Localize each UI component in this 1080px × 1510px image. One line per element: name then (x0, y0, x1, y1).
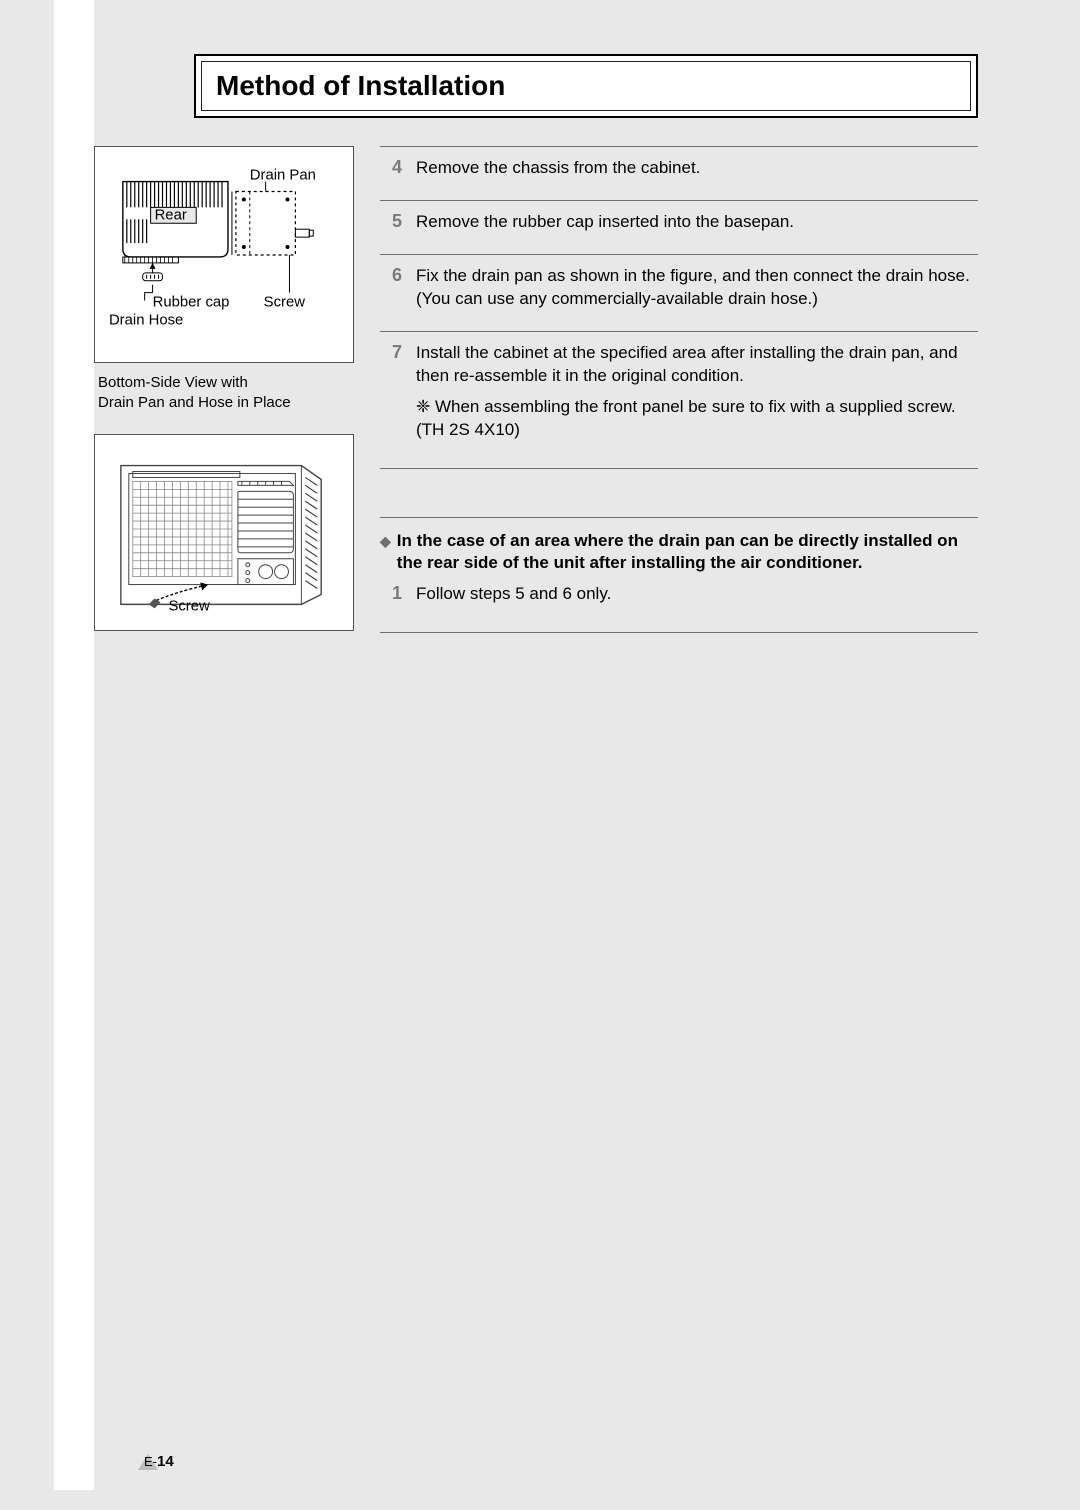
step-6: 6 Fix the drain pan as shown in the figu… (380, 254, 978, 331)
step-5-number: 5 (380, 211, 402, 234)
diagram1-rubbercap-label: Rubber cap (153, 295, 230, 311)
divider (380, 468, 978, 469)
sub-section: ◆ In the case of an area where the drain… (380, 517, 978, 634)
step-4-text: Remove the chassis from the cabinet. (416, 157, 700, 180)
diagram2-screw-label: Screw (168, 598, 210, 614)
diagram1-rear-label: Rear (155, 207, 187, 223)
diagram1-drainhose-label: Drain Hose (109, 312, 183, 328)
step-5: 5 Remove the rubber cap inserted into th… (380, 200, 978, 254)
sub-step-1: 1 Follow steps 5 and 6 only. (380, 575, 978, 626)
footer-page-number: 14 (157, 1453, 174, 1470)
left-column: Rear (94, 146, 354, 641)
title-box: Method of Installation (194, 54, 978, 118)
step-5-text: Remove the rubber cap inserted into the … (416, 211, 794, 234)
figure-1: Rear (94, 146, 354, 363)
step-7: 7 Install the cabinet at the specified a… (380, 331, 978, 462)
footer-prefix: E- (144, 1454, 157, 1469)
page-body: Method of Installation Rear (94, 0, 1054, 1490)
step-6-text: Fix the drain pan as shown in the figure… (416, 265, 978, 311)
diagram1-drainpan-label: Drain Pan (250, 168, 316, 184)
figure-2: Screw (94, 434, 354, 631)
step-7-note: ❈ When assembling the front panel be sur… (416, 396, 978, 442)
step-4: 4 Remove the chassis from the cabinet. (380, 146, 978, 200)
step-4-number: 4 (380, 157, 402, 180)
step-6-number: 6 (380, 265, 402, 311)
diagram-2-svg: Screw (105, 445, 343, 615)
sub-step-1-number: 1 (380, 583, 402, 606)
right-column: 4 Remove the chassis from the cabinet. 5… (380, 146, 978, 639)
page-title: Method of Installation (216, 70, 956, 102)
page-footer: E-14 (138, 1453, 174, 1470)
step-7-number: 7 (380, 342, 402, 442)
step-7-text: Install the cabinet at the specified are… (416, 342, 978, 388)
divider (380, 632, 978, 633)
side-tab (54, 0, 94, 1490)
figure-1-caption: Bottom-Side View withDrain Pan and Hose … (98, 373, 354, 412)
sub-heading: In the case of an area where the drain p… (397, 530, 978, 576)
bullet-icon: ◆ (380, 530, 391, 576)
diagram1-screw-label: Screw (264, 295, 306, 311)
diagram-1-svg: Rear (105, 157, 343, 347)
sub-step-1-text: Follow steps 5 and 6 only. (416, 583, 611, 606)
